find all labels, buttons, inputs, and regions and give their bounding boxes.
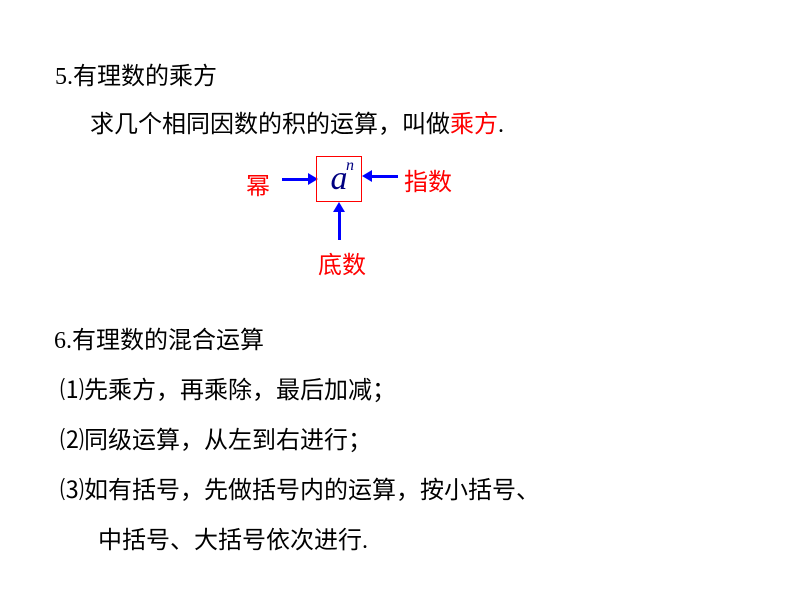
- rule-3-continued: 中括号、大括号依次进行.: [98, 520, 368, 555]
- arrow-exponent-icon: [370, 175, 398, 178]
- base-symbol: a: [331, 160, 348, 198]
- rule-3: ⑶如有括号，先做括号内的运算，按小括号、: [60, 470, 540, 505]
- definition-prefix: 求几个相同因数的积的运算，叫做: [90, 112, 450, 138]
- section6-heading: 6.有理数的混合运算: [54, 320, 264, 355]
- arrow-base-head-icon: [333, 202, 345, 212]
- arrow-base-icon: [338, 210, 341, 240]
- rule-2: ⑵同级运算，从左到右进行；: [60, 420, 372, 455]
- section5-heading: 5.有理数的乘方: [55, 56, 217, 91]
- label-exponent: 指数: [404, 162, 452, 197]
- definition-suffix: .: [498, 112, 504, 138]
- definition-highlight: 乘方: [450, 112, 498, 138]
- rule-1: ⑴先乘方，再乘除，最后加减；: [60, 370, 396, 405]
- arrow-exponent-head-icon: [362, 170, 372, 182]
- section5-definition: 求几个相同因数的积的运算，叫做乘方.: [90, 104, 504, 139]
- label-power: 幂: [246, 166, 270, 201]
- label-base: 底数: [318, 245, 366, 280]
- exponent-symbol: n: [346, 157, 354, 175]
- power-box: a: [316, 156, 362, 202]
